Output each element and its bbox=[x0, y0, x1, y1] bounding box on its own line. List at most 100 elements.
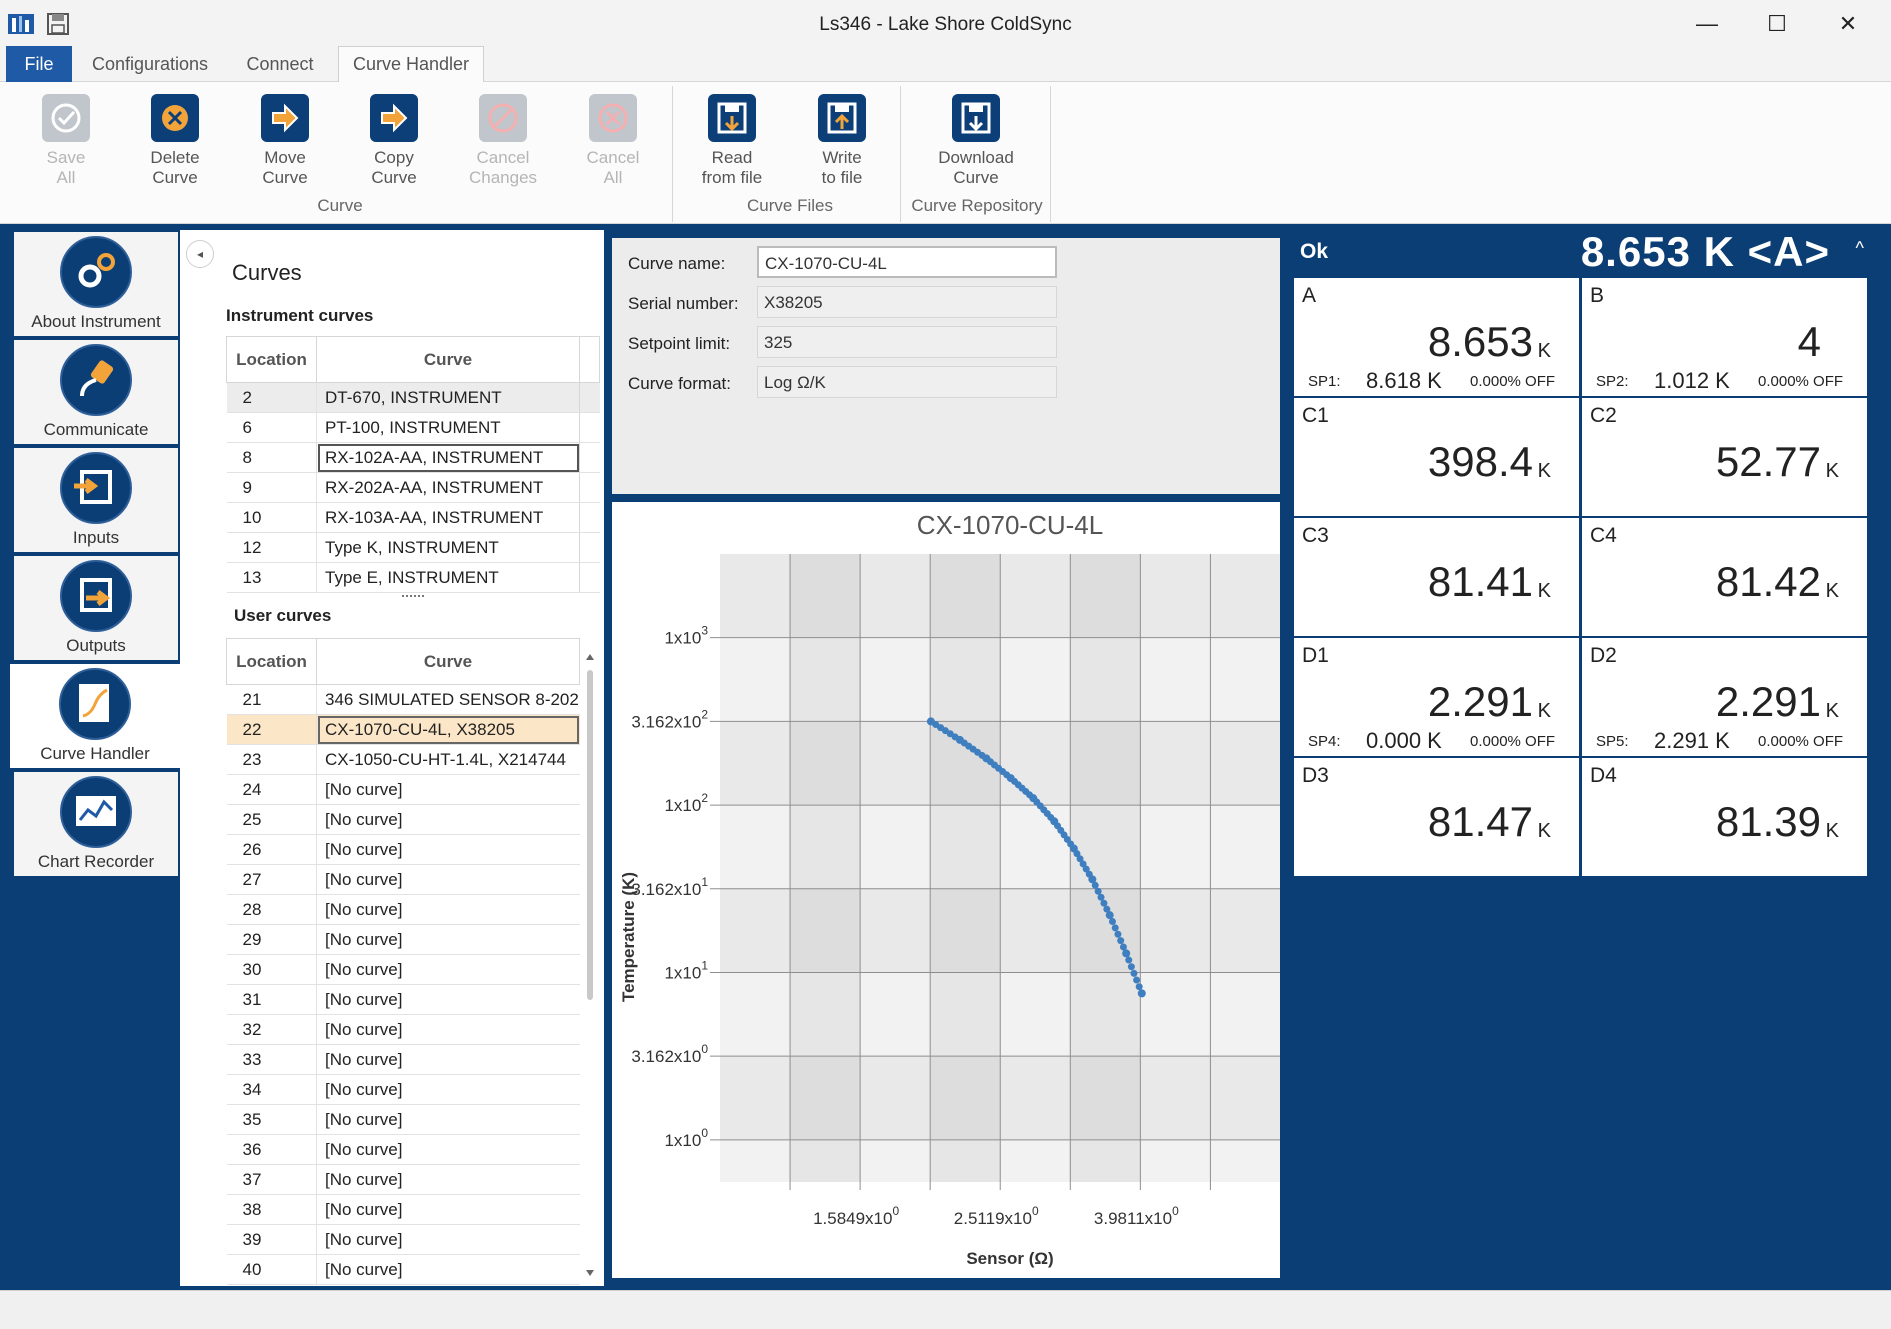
y-tick-label: 3.162x100 bbox=[631, 1042, 708, 1066]
table-row-selected[interactable]: 22 CX-1070-CU-4L, X38205 bbox=[226, 714, 580, 745]
table-row[interactable]: 34 [No curve] bbox=[226, 1074, 580, 1105]
plot-band bbox=[1070, 554, 1141, 1182]
minimize-button[interactable]: — bbox=[1696, 11, 1718, 36]
group-label-curve-repository: Curve Repository bbox=[911, 196, 1043, 215]
table-row[interactable]: 39 [No curve] bbox=[226, 1224, 580, 1255]
table-row[interactable]: 6 PT-100, INSTRUMENT bbox=[226, 412, 600, 443]
reading-cell-c2[interactable]: C2 52.77 K bbox=[1582, 398, 1867, 516]
reading-cell-d2[interactable]: D2 2.291 K SP5: 2.291 K 0.000% OFF bbox=[1582, 638, 1867, 756]
table-row[interactable]: 35 [No curve] bbox=[226, 1104, 580, 1135]
nav-communicate[interactable]: Communicate bbox=[14, 340, 178, 444]
user-curves-table: Location Curve 21 346 SIMULATED SENSOR 8-… bbox=[226, 638, 580, 1285]
column-header-curve[interactable]: Curve bbox=[316, 638, 580, 685]
reading-cell-d3[interactable]: D3 81.47 K bbox=[1294, 758, 1579, 876]
cancel-changes-button[interactable]: Cancel Changes bbox=[453, 90, 553, 200]
tab-file[interactable]: File bbox=[6, 46, 72, 82]
tab-connect[interactable]: Connect bbox=[246, 53, 314, 74]
y-tick-label: 1x100 bbox=[664, 1126, 708, 1150]
quick-save-icon[interactable] bbox=[46, 12, 70, 36]
y-tick-label: 3.162x102 bbox=[631, 707, 708, 731]
reading-cell-d4[interactable]: D4 81.39 K bbox=[1582, 758, 1867, 876]
y-tick-label: 1x102 bbox=[664, 791, 708, 815]
column-header-location[interactable]: Location bbox=[226, 336, 317, 383]
nav-chart-recorder[interactable]: Chart Recorder bbox=[14, 772, 178, 876]
table-row[interactable]: 31 [No curve] bbox=[226, 984, 580, 1015]
table-row[interactable]: 12 Type K, INSTRUMENT bbox=[226, 532, 600, 563]
column-header-curve[interactable]: Curve bbox=[316, 336, 580, 383]
title-bar: Ls346 - Lake Shore ColdSync — ☐ ✕ bbox=[0, 0, 1891, 50]
table-row[interactable]: 25 [No curve] bbox=[226, 804, 580, 835]
setpoint-limit-field[interactable]: 325 bbox=[757, 326, 1057, 358]
table-row[interactable]: 27 [No curve] bbox=[226, 864, 580, 895]
panel-splitter[interactable] bbox=[402, 595, 424, 599]
cancel-all-icon bbox=[589, 94, 637, 142]
serial-number-field[interactable]: X38205 bbox=[757, 286, 1057, 318]
save-all-button[interactable]: Save All bbox=[16, 90, 116, 200]
table-row[interactable]: 2 DT-670, INSTRUMENT bbox=[226, 382, 600, 413]
table-row[interactable]: 9 RX-202A-AA, INSTRUMENT bbox=[226, 472, 600, 503]
table-row[interactable]: 40 [No curve] bbox=[226, 1254, 580, 1285]
reading-cell-b[interactable]: B 4 SP2: 1.012 K 0.000% OFF bbox=[1582, 278, 1867, 396]
nav-outputs[interactable]: Outputs bbox=[14, 556, 178, 660]
tab-configurations[interactable]: Configurations bbox=[91, 53, 209, 74]
curve-format-field[interactable]: Log Ω/K bbox=[757, 366, 1057, 398]
table-row[interactable]: 8 RX-102A-AA, INSTRUMENT bbox=[226, 442, 600, 473]
data-point bbox=[1076, 855, 1084, 863]
table-row[interactable]: 28 [No curve] bbox=[226, 894, 580, 925]
data-point bbox=[1103, 905, 1111, 913]
tab-curve-handler[interactable]: Curve Handler bbox=[338, 46, 484, 83]
write-to-file-button[interactable]: Write to file bbox=[792, 90, 892, 200]
data-point bbox=[1137, 989, 1146, 998]
data-point bbox=[1119, 943, 1127, 951]
data-point bbox=[978, 751, 986, 759]
data-point bbox=[1133, 976, 1141, 984]
setpoint-limit-label: Setpoint limit: bbox=[628, 334, 731, 353]
delete-curve-button[interactable]: Delete Curve bbox=[125, 90, 225, 200]
table-row[interactable]: 38 [No curve] bbox=[226, 1194, 580, 1225]
copy-curve-button[interactable]: Copy Curve bbox=[344, 90, 444, 200]
column-header-location[interactable]: Location bbox=[226, 638, 317, 685]
table-row[interactable]: 37 [No curve] bbox=[226, 1164, 580, 1195]
nav-about-instrument[interactable]: About Instrument bbox=[14, 232, 178, 336]
table-row[interactable]: 23 CX-1050-CU-HT-1.4L, X214744 bbox=[226, 744, 580, 775]
table-row[interactable]: 36 [No curve] bbox=[226, 1134, 580, 1165]
table-row[interactable]: 30 [No curve] bbox=[226, 954, 580, 985]
data-point bbox=[1073, 850, 1081, 858]
user-curves-scrollbar[interactable] bbox=[582, 648, 598, 1283]
table-row[interactable]: 29 [No curve] bbox=[226, 924, 580, 955]
reading-cell-d1[interactable]: D1 2.291 K SP4: 0.000 K 0.000% OFF bbox=[1294, 638, 1579, 756]
data-point bbox=[1125, 956, 1133, 964]
collapse-panel-button[interactable]: ◂ bbox=[186, 240, 214, 268]
reading-cell-c3[interactable]: C3 81.41 K bbox=[1294, 518, 1579, 636]
reading-cell-a[interactable]: A 8.653 K SP1: 8.618 K 0.000% OFF bbox=[1294, 278, 1579, 396]
data-point bbox=[1111, 924, 1119, 932]
x-tick-label: 2.5119x100 bbox=[954, 1204, 1039, 1228]
curve-name-input[interactable]: CX-1070-CU-4L bbox=[757, 246, 1057, 278]
collapse-readings-icon[interactable]: ^ bbox=[1855, 238, 1864, 258]
maximize-button[interactable]: ☐ bbox=[1767, 11, 1787, 36]
curves-title: Curves bbox=[232, 260, 302, 285]
table-row[interactable]: 33 [No curve] bbox=[226, 1044, 580, 1075]
curve-chart-panel: CX-1070-CU-4L 1x103 3.162x102 1x102 3.162x1… bbox=[612, 502, 1280, 1278]
table-row[interactable]: 32 [No curve] bbox=[226, 1014, 580, 1045]
ribbon-tab-strip: File Configurations Connect Curve Handle… bbox=[0, 46, 1891, 83]
reading-cell-c1[interactable]: C1 398.4 K bbox=[1294, 398, 1579, 516]
data-point bbox=[1047, 813, 1055, 821]
cancel-all-button[interactable]: Cancel All bbox=[563, 90, 663, 200]
table-row[interactable]: 24 [No curve] bbox=[226, 774, 580, 805]
move-curve-button[interactable]: Move Curve bbox=[235, 90, 335, 200]
group-label-curve: Curve bbox=[317, 196, 363, 215]
ribbon-separator bbox=[672, 86, 673, 222]
nav-inputs[interactable]: Inputs bbox=[14, 448, 178, 552]
curve-handler-icon bbox=[59, 668, 131, 740]
table-row[interactable]: 21 346 SIMULATED SENSOR 8-202 bbox=[226, 684, 580, 715]
reading-cell-c4[interactable]: C4 81.42 K bbox=[1582, 518, 1867, 636]
table-row[interactable]: 10 RX-103A-AA, INSTRUMENT bbox=[226, 502, 600, 533]
download-curve-button[interactable]: Download Curve bbox=[926, 90, 1026, 200]
read-from-file-button[interactable]: Read from file bbox=[682, 90, 782, 200]
close-button[interactable]: ✕ bbox=[1838, 11, 1858, 36]
table-row[interactable]: 13 Type E, INSTRUMENT bbox=[226, 562, 600, 593]
nav-curve-handler[interactable]: Curve Handler bbox=[10, 664, 180, 768]
table-row[interactable]: 26 [No curve] bbox=[226, 834, 580, 865]
serial-number-label: Serial number: bbox=[628, 294, 739, 313]
